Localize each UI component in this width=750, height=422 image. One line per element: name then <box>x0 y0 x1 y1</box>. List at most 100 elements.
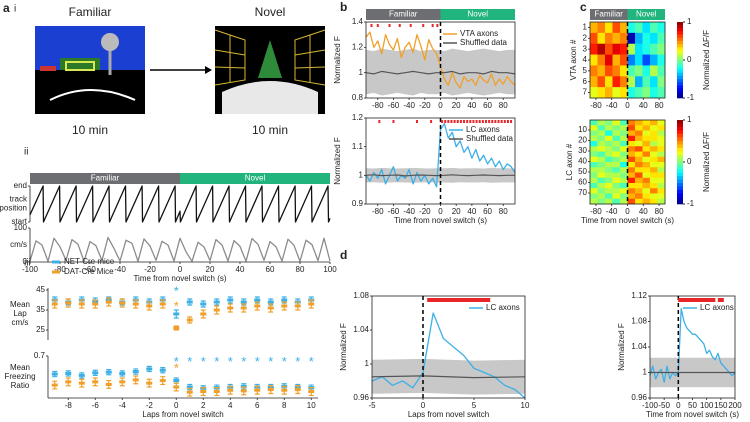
x-tick-label: -40 <box>606 101 618 110</box>
significance-mark <box>469 120 472 123</box>
heatmap-cell <box>650 193 658 200</box>
y-tick-label: 40 <box>578 157 587 166</box>
heatmap-cell <box>597 177 606 184</box>
heatmap-cell <box>642 120 651 126</box>
heatmap-cell <box>635 22 643 34</box>
heatmap-cell <box>657 65 666 77</box>
heatmap-cell <box>597 22 606 34</box>
significance-mark <box>484 120 487 123</box>
heatmap-cell <box>642 65 651 77</box>
y-tick-label: 2 <box>583 33 588 42</box>
heatmap-cell <box>620 198 628 205</box>
point <box>267 388 274 392</box>
x-axis-label: Time from novel switch (s) <box>646 410 739 419</box>
colorbar-step <box>677 179 683 184</box>
point <box>240 389 247 393</box>
significance-mark <box>478 120 481 123</box>
panel-label: b <box>340 0 347 14</box>
colorbar-step <box>677 82 683 86</box>
heatmap-cell <box>620 156 628 163</box>
point <box>105 370 112 374</box>
heatmap-cell <box>635 43 643 55</box>
heatmap-cell <box>627 156 636 163</box>
significance-star: * <box>228 354 233 369</box>
condition-label: Familiar <box>595 10 624 19</box>
heatmap-cell <box>590 162 598 168</box>
heatmap-cell <box>620 43 628 55</box>
y-tick-label: 1.04 <box>631 342 647 351</box>
y-axis-label: Mean <box>10 300 30 309</box>
x-tick-label: -4 <box>119 401 127 410</box>
heatmap-cell <box>657 183 666 189</box>
heatmap-cell <box>612 141 621 147</box>
heatmap-cell <box>605 167 613 173</box>
colorbar-step <box>677 69 683 73</box>
x-tick-label: -60 <box>84 265 96 274</box>
x-tick-label: -60 <box>388 207 400 216</box>
heatmap-cell <box>612 54 621 66</box>
point <box>294 388 301 392</box>
x-tick-label: 50 <box>688 401 697 410</box>
colorbar-step <box>677 162 683 166</box>
heatmap-cell <box>642 130 651 137</box>
heatmap-cell <box>635 87 643 99</box>
colorbar-step <box>677 44 683 48</box>
heatmap-cell <box>642 76 651 88</box>
significance-mark <box>447 120 450 123</box>
heatmap-cell <box>635 130 643 137</box>
y-tick-label: end <box>14 181 27 190</box>
image-caption: 10 min <box>72 123 108 137</box>
x-tick-label: 80 <box>296 265 305 274</box>
significance-star: * <box>214 354 219 369</box>
point <box>159 368 166 372</box>
x-tick-label: -5 <box>368 401 376 410</box>
significance-mark <box>453 120 456 123</box>
significance-mark <box>481 120 484 123</box>
point <box>146 304 153 308</box>
significance-star: * <box>268 354 273 369</box>
y-axis-label: Mean <box>10 363 30 372</box>
heatmap-cell <box>620 125 628 131</box>
heatmap-cell <box>657 22 666 34</box>
colorbar-step <box>677 31 683 35</box>
heatmap-cell <box>597 141 606 147</box>
heatmap-cell <box>605 183 613 189</box>
significance-mark <box>444 120 447 123</box>
heatmap-cell <box>597 125 606 131</box>
y-tick-label: 0 <box>23 257 28 266</box>
heatmap-cell <box>590 54 598 66</box>
data-line <box>371 375 526 379</box>
point <box>51 383 58 387</box>
heatmap-cell <box>597 172 606 179</box>
heatmap-cell <box>597 156 606 163</box>
heatmap-cell <box>657 125 666 131</box>
colorbar-step <box>677 183 683 187</box>
heatmap-cell <box>612 130 621 137</box>
heatmap-cell <box>635 32 643 45</box>
heatmap-cell <box>635 135 643 142</box>
x-tick-label: 8 <box>282 401 287 410</box>
significance-mark <box>717 298 724 302</box>
heatmap-cell <box>627 198 636 205</box>
condition-bar <box>30 173 180 184</box>
heatmap-cell <box>612 193 621 200</box>
heatmap-cell <box>590 120 598 126</box>
x-tick-label: -40 <box>403 101 415 110</box>
significance-mark <box>398 24 401 27</box>
y-tick-label: 0.96 <box>353 393 369 402</box>
heatmap-cell <box>590 141 598 147</box>
y-tick-label: 1 <box>359 170 364 179</box>
heatmap-cell <box>605 65 613 77</box>
heatmap-cell <box>590 22 598 34</box>
heatmap-cell <box>605 125 613 131</box>
point <box>132 370 139 374</box>
x-tick-label: -20 <box>419 101 431 110</box>
colorbar-step <box>677 134 683 138</box>
point <box>65 380 72 384</box>
heatmap-cell <box>612 120 621 126</box>
point <box>294 304 301 308</box>
heatmap-cell <box>590 65 598 77</box>
significance-star: * <box>174 298 179 313</box>
heatmap-cell <box>650 141 658 147</box>
heatmap-cell <box>612 167 621 173</box>
